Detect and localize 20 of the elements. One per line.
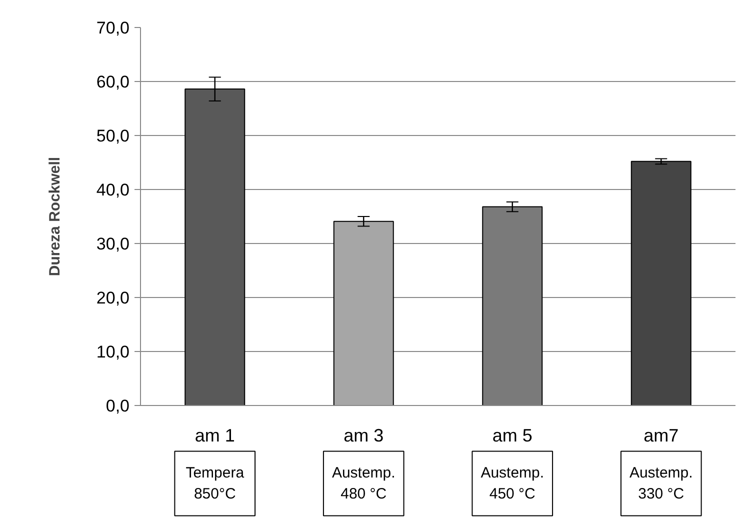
y-tick-label: 50,0 bbox=[96, 126, 130, 146]
bar bbox=[333, 220, 394, 406]
x-tick-label: am7 bbox=[644, 426, 679, 446]
x-tick-label: am 5 bbox=[492, 426, 532, 446]
y-tick-label: 30,0 bbox=[96, 234, 130, 254]
y-tick-label: 40,0 bbox=[96, 180, 130, 200]
y-tick-label: 70,0 bbox=[96, 18, 130, 38]
x-tick-label: am 3 bbox=[344, 426, 384, 446]
y-axis-title: Dureza Rockwell bbox=[46, 156, 64, 276]
y-tick-label: 0,0 bbox=[106, 396, 130, 416]
bar bbox=[482, 206, 543, 406]
bar bbox=[630, 160, 692, 406]
x-tick-label: am 1 bbox=[194, 426, 235, 446]
y-tick-label: 20,0 bbox=[96, 288, 130, 308]
text: Austemp. 330 °C bbox=[629, 464, 693, 503]
text: Austemp. 450 °C bbox=[480, 464, 544, 503]
text: Austemp. 480 °C bbox=[332, 464, 396, 503]
y-tick-label: 60,0 bbox=[96, 72, 130, 92]
y-tick-label: 10,0 bbox=[96, 342, 130, 362]
text: Tempera 850°C bbox=[186, 464, 245, 503]
